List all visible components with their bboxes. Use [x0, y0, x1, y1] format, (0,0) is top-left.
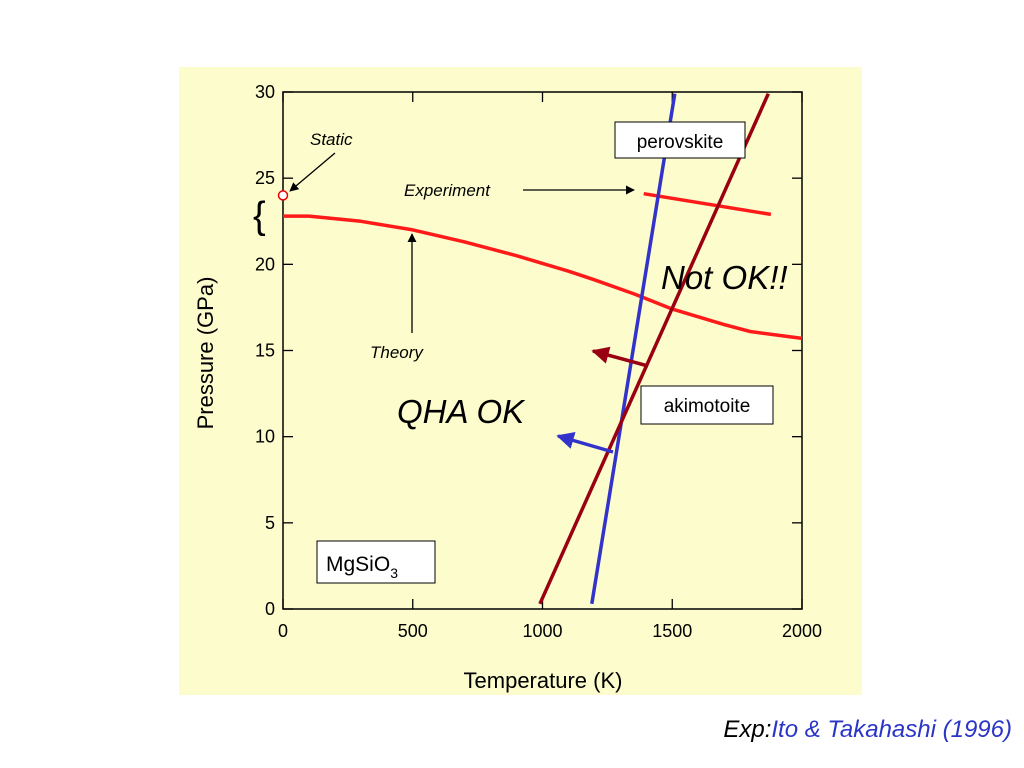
chart-panel: [179, 67, 862, 695]
x-tick-label: 1000: [522, 621, 562, 641]
static-brace: {: [253, 195, 266, 237]
annotation-theory: Theory: [370, 343, 424, 362]
material-formula-base: MgSiO: [326, 553, 390, 576]
x-axis-title: Temperature (K): [464, 668, 623, 693]
series-line-perovskite: [590, 93, 677, 605]
perovskite-label: perovskite: [637, 132, 724, 153]
y-tick-label: 25: [255, 168, 275, 188]
axis-tick-labels: 0 500 1000 1500 2000 0 5 10 15 20 25 30: [255, 82, 822, 641]
axis-ticks: [282, 91, 803, 610]
akimotoite-label: akimotoite: [664, 396, 751, 417]
plot-frame: [282, 91, 803, 610]
y-tick-label: 20: [255, 254, 275, 274]
y-tick-label: 10: [255, 427, 275, 447]
perovskite-slope-arrow: [556, 431, 614, 454]
annotation-experiment: Experiment: [404, 181, 491, 200]
perovskite-label-box: [614, 121, 746, 159]
y-tick-label: 15: [255, 341, 275, 361]
x-tick-label: 0: [278, 621, 288, 641]
static-arrow: [289, 152, 336, 192]
series-line-akimotoite: [538, 92, 770, 605]
citation: Exp:Ito & Takahashi (1996): [723, 716, 1012, 744]
annotation-not-ok: Not OK!!: [661, 259, 788, 296]
material-label: MgSiO3: [326, 553, 398, 581]
akimotoite-label-box: [640, 385, 774, 425]
series-line-experiment: [643, 191, 772, 217]
material-formula-subscript: 3: [390, 565, 398, 581]
static-point-marker: [277, 190, 289, 201]
citation-prefix: Exp:: [723, 716, 772, 743]
annotation-static: Static: [310, 130, 353, 149]
x-tick-label: 2000: [782, 621, 822, 641]
x-tick-label: 500: [398, 621, 428, 641]
citation-reference: Ito & Takahashi (1996): [771, 716, 1012, 743]
x-tick-label: 1500: [652, 621, 692, 641]
material-label-box: [316, 540, 436, 584]
akimotoite-slope-arrow: [591, 346, 649, 368]
y-tick-label: 0: [265, 599, 275, 619]
annotation-qha-ok: QHA OK: [397, 393, 526, 430]
y-tick-label: 5: [265, 513, 275, 533]
y-axis-title: Pressure (GPa): [193, 277, 218, 430]
series-group: [283, 92, 803, 605]
y-tick-label: 30: [255, 82, 275, 102]
series-line-theory: [283, 214, 803, 341]
